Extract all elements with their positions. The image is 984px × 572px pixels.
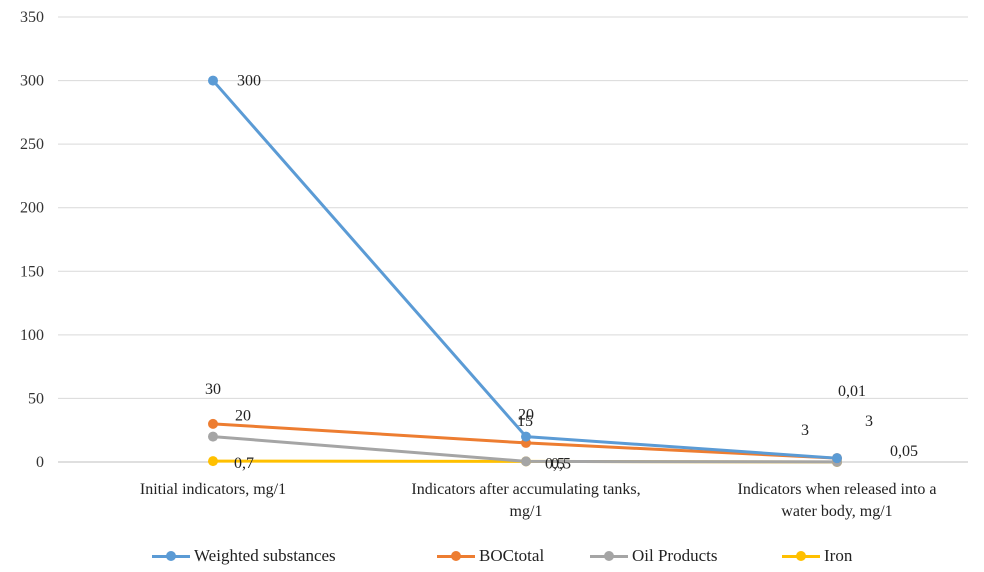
legend-label: Iron bbox=[824, 546, 853, 565]
data-label: 3 bbox=[801, 422, 809, 439]
data-label: 0,7 bbox=[234, 455, 254, 472]
legend-item: Weighted substances bbox=[152, 546, 336, 566]
data-point bbox=[208, 456, 218, 467]
legend-swatch bbox=[437, 547, 475, 565]
gridlines bbox=[58, 16, 968, 463]
data-point bbox=[208, 431, 218, 442]
legend-item: BOCtotal bbox=[437, 546, 544, 566]
data-label: 30 bbox=[205, 381, 221, 398]
y-tick-label: 150 bbox=[20, 263, 44, 280]
legend-item: Oil Products bbox=[590, 546, 717, 566]
data-point bbox=[521, 431, 531, 442]
data-labels: 300 20 3 30 15 3 20 0,5 0,05 0,7 0,5 0,01 bbox=[205, 73, 918, 473]
x-category-label: Initial indicators, mg/1 bbox=[140, 481, 286, 498]
y-tick-label: 200 bbox=[20, 200, 44, 217]
y-tick-label: 250 bbox=[20, 136, 44, 153]
data-label: 0,5 bbox=[551, 455, 571, 472]
data-point bbox=[208, 75, 218, 86]
legend-label: BOCtotal bbox=[479, 546, 545, 565]
legend-label: Oil Products bbox=[632, 546, 718, 565]
y-tick-label: 100 bbox=[20, 327, 44, 344]
data-label: 15 bbox=[517, 413, 533, 430]
data-label: 20 bbox=[518, 407, 534, 424]
legend-label: Weighted substances bbox=[194, 546, 336, 565]
x-category-label: Indicators after accumulating tanks, mg/1 bbox=[411, 481, 640, 520]
data-point bbox=[832, 453, 842, 464]
data-label: 0,05 bbox=[890, 443, 918, 460]
x-axis-categories: Initial indicators, mg/1 Indicators after… bbox=[140, 481, 937, 520]
legend-swatch bbox=[152, 547, 190, 565]
legend-swatch bbox=[782, 547, 820, 565]
legend-item: Iron bbox=[782, 546, 852, 566]
data-label: 3 bbox=[865, 413, 873, 430]
y-axis-ticks: 0 50 100 150 200 250 300 350 bbox=[20, 9, 44, 471]
y-tick-label: 0 bbox=[36, 454, 44, 471]
y-tick-label: 350 bbox=[20, 9, 44, 26]
y-tick-label: 300 bbox=[20, 73, 44, 90]
data-label: 0,5 bbox=[545, 455, 565, 472]
chart-legend: Weighted substances BOCtotal Oil Products I… bbox=[0, 546, 984, 570]
legend-swatch bbox=[590, 547, 628, 565]
x-category-label: Indicators when released into a water bod… bbox=[737, 481, 936, 520]
data-point bbox=[208, 418, 218, 429]
y-tick-label: 50 bbox=[28, 390, 44, 407]
line-chart: 0 50 100 150 200 250 300 350 Initial indicators… bbox=[20, 9, 968, 520]
series-line-0 bbox=[211, 79, 838, 460]
series-points bbox=[208, 75, 842, 467]
data-label: 0,01 bbox=[838, 383, 866, 400]
data-label: 300 bbox=[237, 73, 261, 90]
data-point bbox=[521, 456, 531, 467]
data-label: 20 bbox=[235, 408, 251, 425]
